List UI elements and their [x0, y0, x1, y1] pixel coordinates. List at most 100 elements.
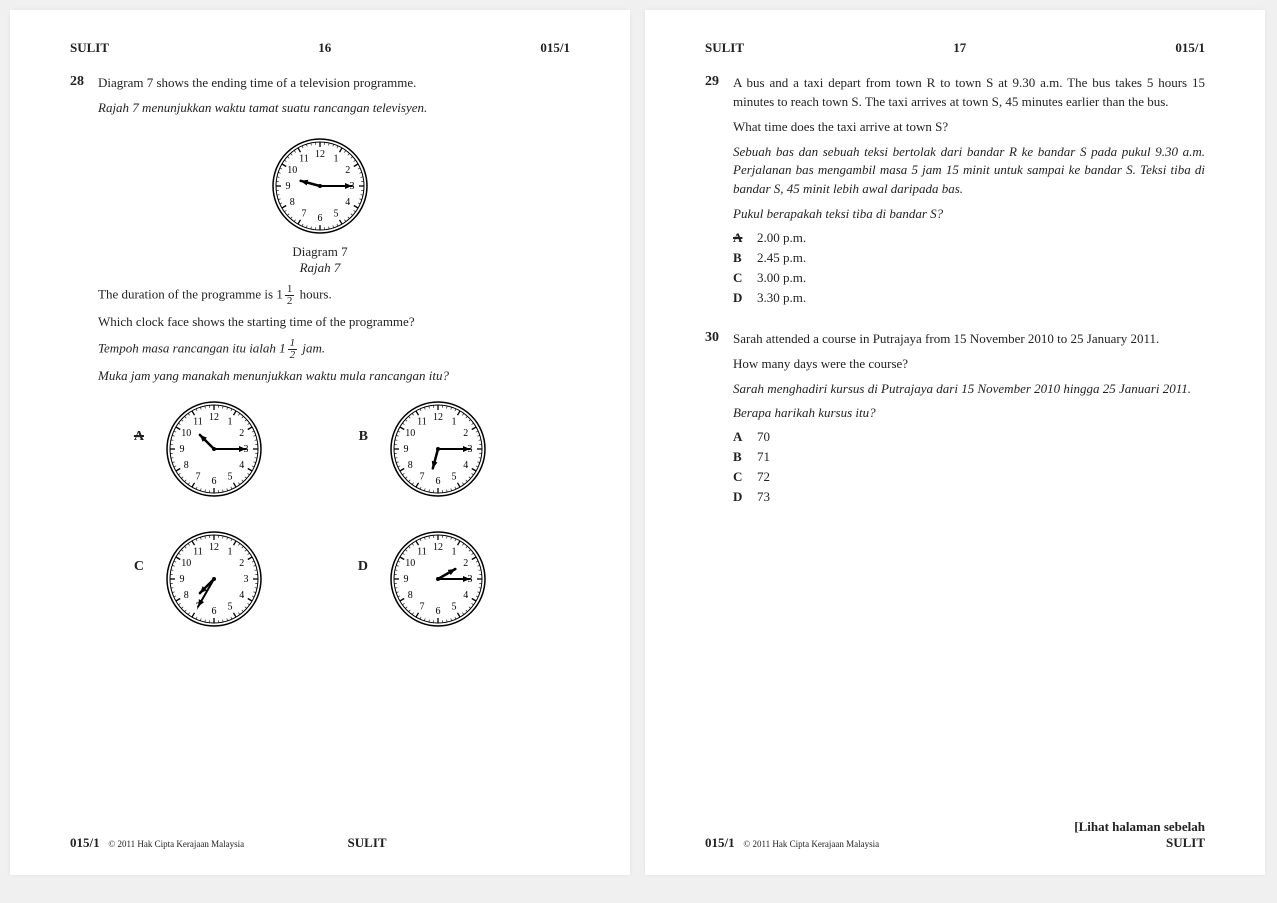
svg-text:1: 1	[228, 547, 233, 558]
q28-duration-en: The duration of the programme is 112 hou…	[98, 284, 570, 307]
question-30: 30 Sarah attended a course in Putrajaya …	[705, 330, 1205, 509]
svg-text:6: 6	[318, 213, 323, 224]
header-left: SULIT	[705, 40, 744, 56]
option-value: 3.00 p.m.	[757, 270, 1205, 286]
option-letter: A	[733, 230, 757, 246]
page-header: SULIT 17 015/1	[705, 40, 1205, 56]
page-footer: 015/1 © 2011 Hak Cipta Kerajaan Malaysia…	[70, 835, 570, 851]
fraction: 12	[285, 284, 295, 307]
clock-main: 121234567891011	[270, 136, 370, 236]
svg-text:7: 7	[420, 472, 425, 483]
svg-text:12: 12	[433, 412, 443, 423]
page-16: SULIT 16 015/1 2 8 Diagram 7 shows the en…	[10, 10, 630, 875]
option-letter: B	[733, 449, 757, 465]
q28-en-1: Diagram 7 shows the ending time of a tel…	[98, 74, 570, 93]
option-value: 2.00 p.m.	[757, 230, 1205, 246]
svg-text:7: 7	[420, 602, 425, 613]
svg-text:9: 9	[286, 181, 291, 192]
question-body: Diagram 7 shows the ending time of a tel…	[98, 74, 570, 124]
svg-text:4: 4	[463, 460, 468, 471]
svg-text:4: 4	[239, 590, 244, 601]
option-letter: C	[733, 270, 757, 286]
option-value: 73	[757, 489, 1205, 505]
svg-text:2: 2	[239, 558, 244, 569]
svg-text:9: 9	[180, 574, 185, 585]
q29-ms-2: Pukul berapakah teksi tiba di bandar S?	[733, 205, 1205, 224]
option-letter: D	[733, 489, 757, 505]
svg-text:2: 2	[239, 428, 244, 439]
svg-text:5: 5	[452, 472, 457, 483]
footer-left: 015/1 © 2011 Hak Cipta Kerajaan Malaysia	[705, 835, 879, 851]
svg-text:4: 4	[239, 460, 244, 471]
q30-ms-1: Sarah menghadiri kursus di Putrajaya dar…	[733, 380, 1205, 399]
question-body: A bus and a taxi depart from town R to t…	[733, 74, 1205, 310]
diagram-7: 121234567891011 Diagram 7 Rajah 7	[70, 136, 570, 276]
option-value: 71	[757, 449, 1205, 465]
svg-text:12: 12	[433, 542, 443, 553]
q28-which-ms: Muka jam yang manakah menunjukkan waktu …	[98, 367, 570, 386]
diagram-caption-ms: Rajah 7	[70, 260, 570, 276]
q30-en-2: How many days were the course?	[733, 355, 1205, 374]
q28-which-en: Which clock face shows the starting time…	[98, 313, 570, 332]
svg-text:2: 2	[463, 428, 468, 439]
svg-text:10: 10	[405, 558, 415, 569]
option-letter: A	[130, 429, 144, 445]
page-header: SULIT 16 015/1	[70, 40, 570, 56]
q29-en-1: A bus and a taxi depart from town R to t…	[733, 74, 1205, 112]
svg-text:9: 9	[404, 444, 409, 455]
svg-text:12: 12	[209, 542, 219, 553]
option-letter: B	[354, 429, 368, 445]
svg-text:11: 11	[299, 153, 309, 164]
page-footer: 015/1 © 2011 Hak Cipta Kerajaan Malaysia…	[705, 819, 1205, 851]
option-letter: C	[130, 559, 144, 575]
svg-text:9: 9	[180, 444, 185, 455]
svg-text:6: 6	[436, 476, 441, 487]
svg-text:4: 4	[463, 590, 468, 601]
svg-text:11: 11	[193, 417, 203, 428]
clock-B: 121234567891011	[388, 399, 488, 499]
option-row: D3.30 p.m.	[733, 290, 1205, 306]
svg-text:1: 1	[452, 417, 457, 428]
option-letter: D	[733, 290, 757, 306]
clock-A: 121234567891011	[164, 399, 264, 499]
svg-text:1: 1	[334, 153, 339, 164]
option-letter: B	[733, 250, 757, 266]
clock-option-A: A 121234567891011	[130, 399, 264, 499]
option-value: 72	[757, 469, 1205, 485]
q29-options: A2.00 p.m.B2.45 p.m.C3.00 p.m.D3.30 p.m.	[733, 230, 1205, 306]
page-17: SULIT 17 015/1 29 A bus and a taxi depar…	[645, 10, 1265, 875]
svg-text:12: 12	[209, 412, 219, 423]
svg-text:10: 10	[405, 428, 415, 439]
svg-text:7: 7	[302, 208, 307, 219]
option-row: B2.45 p.m.	[733, 250, 1205, 266]
svg-text:2: 2	[345, 165, 350, 176]
svg-text:8: 8	[408, 590, 413, 601]
svg-text:6: 6	[436, 606, 441, 617]
option-letter: C	[733, 469, 757, 485]
clock-option-C: C 121234567891011	[130, 529, 264, 629]
svg-text:11: 11	[417, 547, 427, 558]
svg-text:8: 8	[290, 197, 295, 208]
clock-option-D: D 121234567891011	[354, 529, 488, 629]
q29-en-2: What time does the taxi arrive at town S…	[733, 118, 1205, 137]
option-row: B71	[733, 449, 1205, 465]
option-row: A2.00 p.m.	[733, 230, 1205, 246]
option-row: A70	[733, 429, 1205, 445]
svg-text:12: 12	[315, 149, 325, 160]
footer-left: 015/1 © 2011 Hak Cipta Kerajaan Malaysia	[70, 835, 244, 851]
question-body: Sarah attended a course in Putrajaya fro…	[733, 330, 1205, 509]
svg-text:1: 1	[228, 417, 233, 428]
q30-options: A70B71C72D73	[733, 429, 1205, 505]
clock-C: 121234567891011	[164, 529, 264, 629]
svg-text:5: 5	[452, 602, 457, 613]
clock-options-row-2: C 121234567891011 D 121234567891011	[130, 529, 570, 629]
svg-text:10: 10	[287, 165, 297, 176]
question-number: 30	[705, 330, 733, 509]
svg-text:11: 11	[193, 547, 203, 558]
footer-center: SULIT	[348, 835, 387, 851]
svg-text:5: 5	[228, 472, 233, 483]
header-right: 015/1	[1175, 40, 1205, 56]
q28-ms-1: Rajah 7 menunjukkan waktu tamat suatu ra…	[98, 99, 570, 118]
q30-ms-2: Berapa harikah kursus itu?	[733, 404, 1205, 423]
option-value: 3.30 p.m.	[757, 290, 1205, 306]
